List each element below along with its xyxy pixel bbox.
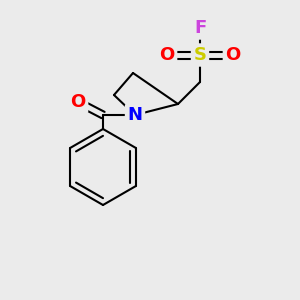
Text: O: O bbox=[70, 93, 86, 111]
Text: F: F bbox=[194, 19, 206, 37]
Text: O: O bbox=[159, 46, 175, 64]
Text: S: S bbox=[194, 46, 206, 64]
Text: N: N bbox=[128, 106, 142, 124]
Text: O: O bbox=[225, 46, 241, 64]
